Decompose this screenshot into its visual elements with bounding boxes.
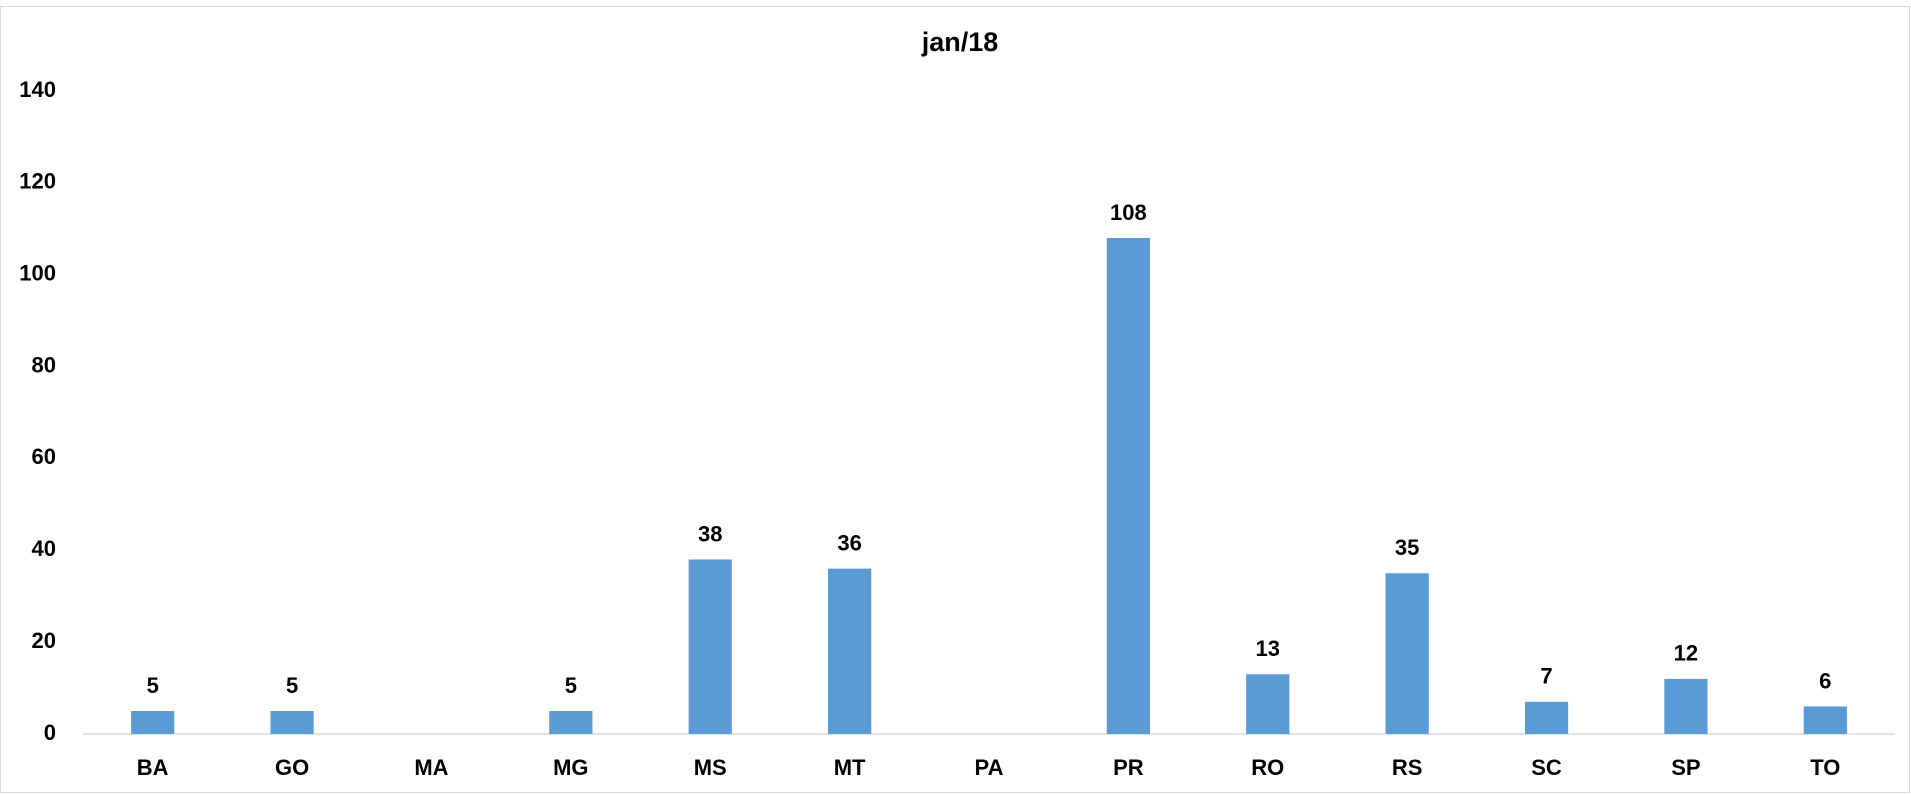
- x-tick-label: SP: [1671, 755, 1700, 780]
- data-label: 5: [147, 673, 159, 698]
- bar: [688, 559, 732, 734]
- y-tick-label: 60: [32, 444, 56, 469]
- bar: [1524, 701, 1569, 734]
- bar: [1246, 674, 1290, 734]
- data-label: 38: [698, 521, 722, 546]
- x-tick-label: MT: [834, 755, 866, 780]
- bar: [1664, 678, 1708, 734]
- data-label: 36: [837, 530, 861, 555]
- x-tick-label: MA: [414, 755, 448, 780]
- data-label: 12: [1674, 641, 1698, 666]
- bar: [1803, 706, 1847, 734]
- bar: [1106, 237, 1150, 734]
- y-tick-label: 20: [32, 628, 56, 653]
- y-tick-label: 40: [32, 536, 56, 561]
- data-label: 13: [1256, 636, 1280, 661]
- chart-title: jan/18: [921, 27, 999, 57]
- data-label: 108: [1110, 200, 1147, 225]
- data-label: 5: [286, 673, 298, 698]
- x-tick-label: RS: [1392, 755, 1423, 780]
- bar: [1385, 573, 1429, 734]
- data-label: 35: [1395, 535, 1419, 560]
- x-tick-label: GO: [275, 755, 309, 780]
- x-tick-label: PR: [1113, 755, 1144, 780]
- x-tick-label: RO: [1251, 755, 1284, 780]
- bar: [131, 711, 175, 734]
- x-tick-label: BA: [137, 755, 169, 780]
- x-tick-label: TO: [1810, 755, 1840, 780]
- x-tick-label: MS: [694, 755, 727, 780]
- x-tick-label: SC: [1531, 755, 1562, 780]
- y-tick-label: 120: [19, 169, 56, 194]
- y-tick-label: 100: [19, 261, 56, 286]
- data-label: 7: [1540, 664, 1552, 689]
- data-label: 6: [1819, 668, 1831, 693]
- y-tick-label: 0: [44, 720, 56, 745]
- data-label: 5: [565, 673, 577, 698]
- bar: [549, 711, 593, 734]
- bar: [828, 568, 872, 734]
- chart-border: [0, 6, 1910, 793]
- y-tick-label: 140: [19, 77, 56, 102]
- bar: [270, 711, 314, 734]
- y-tick-label: 80: [32, 352, 56, 377]
- x-tick-label: PA: [975, 755, 1004, 780]
- x-tick-label: MG: [553, 755, 588, 780]
